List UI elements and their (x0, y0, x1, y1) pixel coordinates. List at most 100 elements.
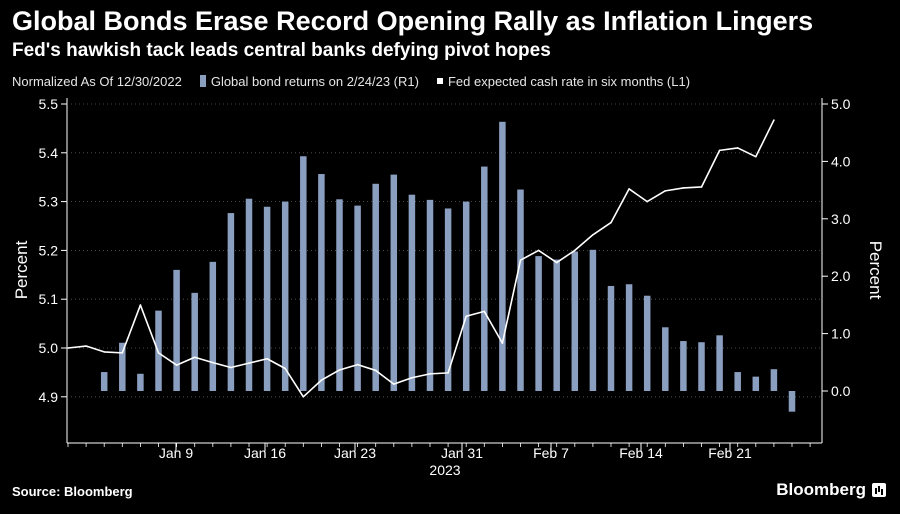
x-tick-label: Jan 31 (441, 445, 483, 461)
left-tick-label: 5.0 (39, 340, 59, 356)
line-point (429, 373, 431, 375)
brand-name: Bloomberg (776, 480, 866, 499)
bar (227, 213, 235, 391)
right-tick-label: 2.0 (831, 268, 851, 284)
legend-line-swatch-icon (436, 78, 443, 84)
chart-title: Global Bonds Erase Record Opening Rally … (12, 6, 814, 36)
bar (571, 251, 579, 391)
bar (481, 166, 488, 391)
source-note: Source: Bloomberg (12, 484, 133, 499)
bar (716, 335, 723, 391)
right-tick-label: 0.0 (831, 383, 851, 399)
line-point (67, 347, 69, 349)
legend-bar-swatch-icon (199, 75, 206, 87)
bar (499, 121, 506, 391)
bar (209, 261, 217, 391)
bar (281, 201, 289, 391)
left-tick-label: 4.9 (39, 389, 59, 405)
left-tick-label: 5.2 (39, 242, 59, 258)
bar (354, 205, 361, 391)
bar (752, 376, 760, 391)
left-axis-title: Percent (12, 240, 31, 299)
bar (662, 327, 669, 391)
line-point (212, 361, 214, 364)
brand: Bloomberg (776, 480, 886, 500)
bar (300, 156, 307, 391)
bloomberg-logo-icon (872, 483, 886, 497)
right-tick-label: 4.0 (831, 153, 851, 169)
line-point (483, 310, 486, 313)
bar (553, 259, 560, 391)
bar (462, 201, 470, 391)
line-point (574, 249, 576, 252)
x-tick-label: Jan 9 (159, 445, 193, 461)
left-tick-label: 5.4 (39, 145, 59, 161)
line-point (519, 259, 522, 261)
bar (173, 269, 180, 391)
x-tick-label: Jan 23 (334, 445, 376, 461)
right-tick-label: 1.0 (831, 326, 851, 342)
line-point (465, 315, 468, 318)
bar (643, 295, 651, 391)
line-point (501, 342, 504, 344)
x-tick-label: Feb 14 (619, 445, 663, 461)
line-point (555, 261, 558, 264)
left-tick-label: 5.1 (39, 291, 59, 307)
bar (788, 391, 796, 412)
line-series (67, 119, 775, 398)
line-point (338, 369, 341, 371)
left-tick-label: 5.3 (39, 194, 59, 210)
x-tick-label: Feb 21 (708, 445, 752, 461)
right-axis-title: Percent (866, 241, 885, 300)
line-point (718, 149, 721, 152)
line-point (736, 147, 739, 149)
x-tick-label: Feb 7 (533, 445, 569, 461)
bar (444, 208, 452, 391)
bar (137, 373, 144, 391)
bar (517, 189, 524, 391)
line-point (175, 364, 178, 366)
bar (191, 292, 198, 391)
bar (263, 206, 271, 391)
bar (119, 342, 126, 391)
line-point (139, 304, 142, 306)
bar (372, 183, 379, 391)
line-point (193, 356, 196, 359)
left-tick-label: 5.5 (39, 96, 59, 112)
line-point (682, 187, 685, 189)
line-point (103, 351, 105, 353)
right-tick-label: 5.0 (831, 96, 851, 112)
legend-normalized: Normalized As Of 12/30/2022 (12, 74, 182, 89)
line-point (610, 221, 612, 224)
line-point (157, 352, 160, 354)
line-point (248, 362, 250, 364)
bar (734, 372, 741, 391)
legend-normalized-label: Normalized As Of 12/30/2022 (12, 73, 182, 89)
bar (698, 342, 705, 391)
line-point (628, 188, 630, 190)
line-point (266, 357, 268, 360)
bar (245, 198, 253, 391)
bar (390, 174, 398, 391)
line-point (411, 376, 413, 379)
bar (408, 194, 416, 391)
line-point (773, 119, 775, 121)
line-point (393, 383, 395, 385)
bar (625, 284, 633, 391)
bar (770, 369, 778, 391)
x-tick-label: Jan 16 (244, 445, 286, 461)
bar (426, 199, 434, 391)
legend-line: Fed expected cash rate in six months (L1… (436, 74, 690, 89)
line-point (230, 366, 232, 369)
legend-bars: Global bond returns on 2/24/23 (R1) (199, 73, 419, 89)
line-point (646, 200, 648, 203)
legend-bars-label: Global bond returns on 2/24/23 (R1) (210, 73, 419, 89)
right-tick-label: 3.0 (831, 211, 851, 227)
line-point (537, 249, 540, 252)
bar (680, 341, 687, 391)
line-point (374, 369, 377, 372)
bar (318, 174, 325, 391)
line-point (85, 345, 87, 347)
chart-subtitle: Fed's hawkish tack leads central banks d… (12, 40, 551, 61)
